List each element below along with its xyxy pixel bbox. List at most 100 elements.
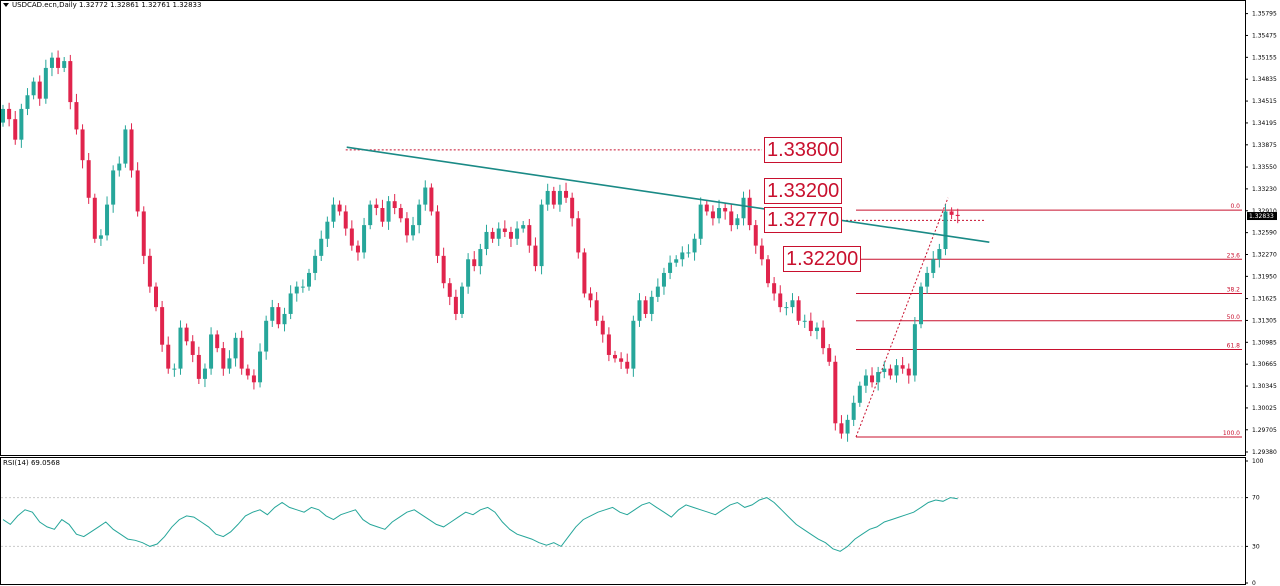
candle-body: [729, 211, 734, 226]
price-tick-label: 1.31950: [1252, 273, 1277, 280]
candle-body: [86, 160, 91, 198]
candle-body: [778, 293, 783, 308]
candle-body: [251, 375, 256, 383]
candle-body: [74, 102, 79, 130]
candle-body: [655, 286, 660, 297]
candle-body: [753, 225, 758, 246]
price-tick-label: 1.31305: [1252, 317, 1277, 324]
candle-body: [759, 245, 764, 260]
candle-body: [202, 368, 207, 379]
candle-body: [955, 214, 960, 217]
candle-body: [741, 197, 746, 219]
candle-body: [43, 67, 48, 99]
candle-body: [857, 385, 862, 403]
candle-body: [631, 320, 636, 369]
symbol-info[interactable]: USDCAD.ecn,Daily 1.32772 1.32861 1.32761…: [3, 1, 201, 9]
rsi-line: [2, 497, 958, 552]
price-tick-label: 1.35475: [1252, 32, 1277, 39]
candle-body: [613, 354, 617, 359]
candle-body: [154, 286, 158, 308]
candle-body: [337, 204, 342, 212]
fib-swing-line: [855, 197, 949, 438]
price-tick-label: 1.35155: [1252, 54, 1277, 61]
level-label-1-32200[interactable]: 1.32200: [783, 246, 862, 273]
dropdown-triangle-icon[interactable]: [3, 3, 9, 7]
candle-body: [453, 296, 458, 314]
candle-body: [466, 259, 471, 287]
candle-body: [7, 108, 12, 120]
price-tick-label: 1.30025: [1252, 405, 1277, 412]
candle-body: [735, 218, 740, 226]
candle-body: [196, 354, 201, 379]
candle-body: [821, 327, 826, 349]
candle-body: [368, 204, 373, 226]
candle-body: [25, 95, 30, 109]
candle-body: [515, 228, 520, 239]
price-tick-label: 1.34835: [1252, 76, 1277, 83]
candle-body: [313, 255, 318, 273]
candle-body: [784, 307, 789, 309]
candle-body: [557, 190, 562, 205]
price-tick-label: 1.34195: [1252, 120, 1277, 127]
candle-body: [643, 300, 648, 314]
candle-body: [594, 300, 599, 321]
candle-body: [13, 119, 18, 140]
candle-body: [723, 208, 728, 212]
candle-body: [912, 324, 917, 376]
fib-level-label: 23.6: [1227, 252, 1241, 259]
candle-body: [588, 293, 593, 301]
candle-body: [417, 204, 422, 226]
candle-body: [392, 201, 397, 209]
candle-body: [68, 61, 73, 103]
candle-body: [380, 208, 385, 222]
candle-body: [600, 320, 605, 335]
level-label-1-33200[interactable]: 1.33200: [764, 177, 843, 204]
candle-body: [111, 170, 116, 205]
level-label-1-32770[interactable]: 1.32770: [764, 207, 843, 234]
price-tick-label: 1.32910: [1252, 208, 1277, 215]
candle-body: [851, 402, 856, 420]
candle-body: [123, 129, 128, 164]
candle-body: [288, 293, 293, 314]
candle-body: [484, 231, 489, 250]
candle-body: [343, 211, 348, 229]
candle-body: [135, 170, 140, 212]
candle-body: [166, 344, 171, 369]
candle-body: [894, 365, 899, 376]
price-tick-label: 1.29705: [1252, 427, 1277, 434]
candle-body: [919, 286, 923, 325]
candle-body: [117, 163, 122, 171]
candle-body: [606, 334, 611, 355]
price-tick-label: 1.35795: [1252, 11, 1277, 18]
candle-body: [668, 262, 673, 273]
candle-body: [772, 283, 777, 294]
candle-body: [814, 327, 819, 332]
candle-body: [276, 307, 281, 325]
price-tick-label: 1.31625: [1252, 296, 1277, 303]
current-price-tag: [1247, 212, 1277, 221]
trendline: [346, 146, 990, 243]
candle-body: [882, 368, 887, 373]
candle-body: [435, 211, 440, 256]
candle-body: [460, 286, 464, 314]
candle-body: [680, 252, 685, 260]
candle-body: [937, 249, 942, 260]
price-tick-label: 1.32270: [1252, 251, 1277, 258]
candle-body: [545, 190, 550, 205]
candle-body: [870, 375, 875, 383]
candle-body: [931, 259, 936, 273]
candle-body: [637, 300, 642, 321]
candle-body: [441, 255, 446, 284]
candle-body: [710, 211, 715, 219]
rsi-tick-label: 70: [1252, 495, 1260, 502]
candle-body: [62, 61, 67, 68]
price-tick-label: 1.32590: [1252, 230, 1277, 237]
rsi-tick-label: 30: [1252, 543, 1260, 550]
candle-body: [766, 259, 770, 284]
candle-body: [533, 245, 538, 267]
candle-body: [564, 190, 569, 198]
candle-body: [37, 81, 42, 99]
level-label-1-33800[interactable]: 1.33800: [764, 136, 843, 163]
candle-body: [258, 351, 263, 383]
